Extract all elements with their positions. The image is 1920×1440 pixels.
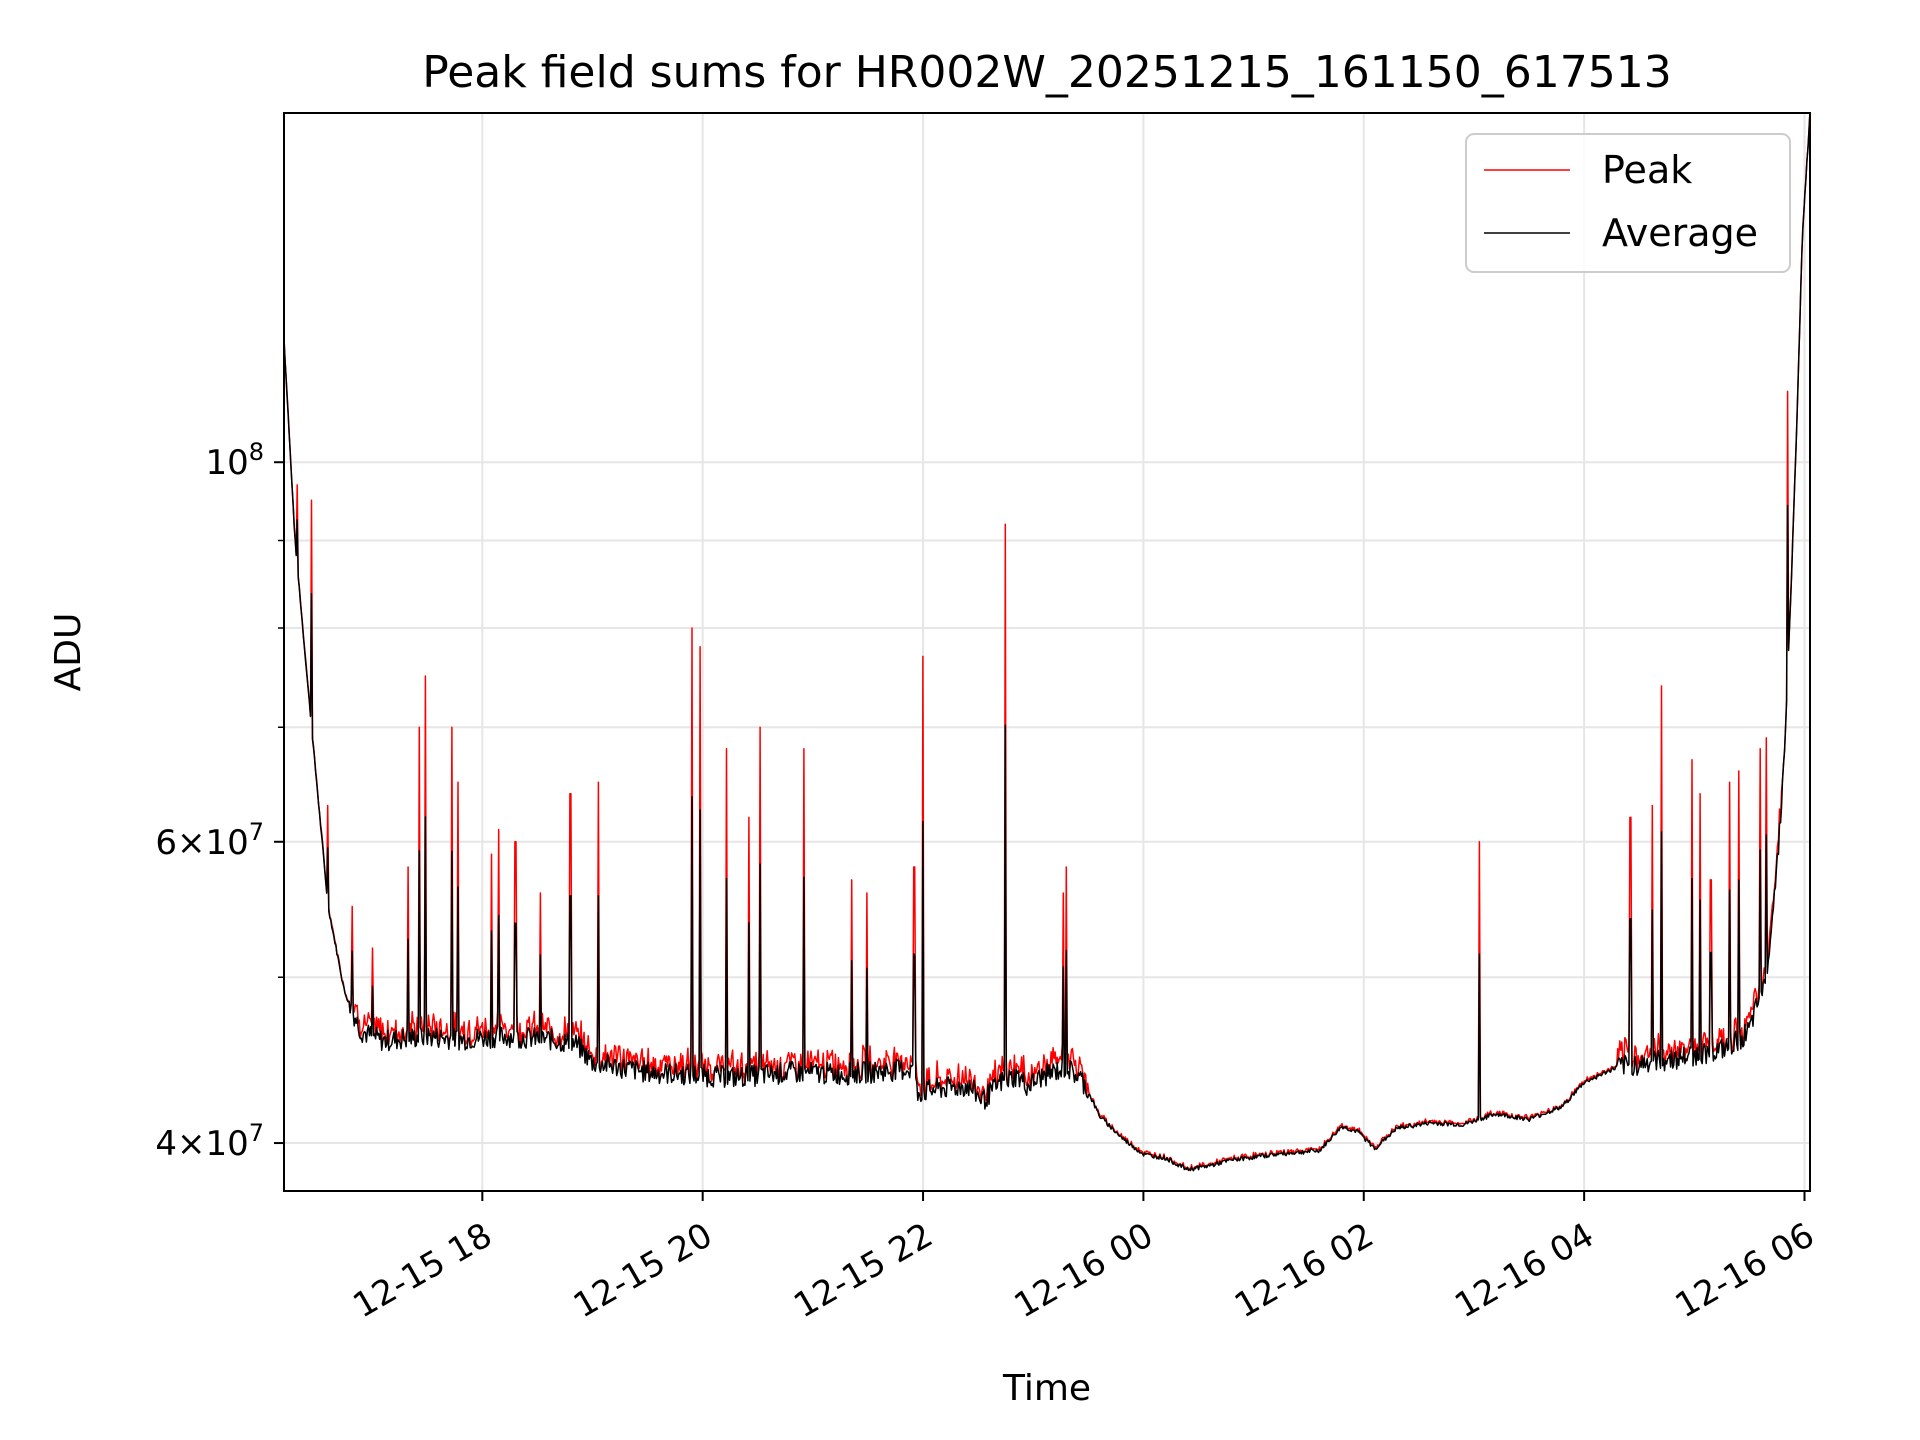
x-axis-label: Time bbox=[1002, 1368, 1091, 1409]
average-series-line bbox=[284, 113, 1810, 1172]
legend-average-label: Average bbox=[1602, 211, 1758, 255]
plot-frame bbox=[283, 112, 1811, 1192]
grid-layer bbox=[284, 113, 1810, 1191]
y-axis-label: ADU bbox=[48, 613, 89, 692]
legend-box bbox=[1465, 133, 1791, 273]
legend: Peak Average bbox=[1465, 133, 1791, 273]
y-tick-label: 4×107 bbox=[155, 1119, 264, 1164]
y-tick-label: 6×107 bbox=[155, 818, 264, 863]
legend-peak-label: Peak bbox=[1602, 148, 1692, 192]
chart-title: Peak field sums for HR002W_20251215_1611… bbox=[422, 47, 1672, 98]
y-tick-label: 108 bbox=[205, 438, 264, 483]
plot-series bbox=[284, 113, 1810, 1172]
